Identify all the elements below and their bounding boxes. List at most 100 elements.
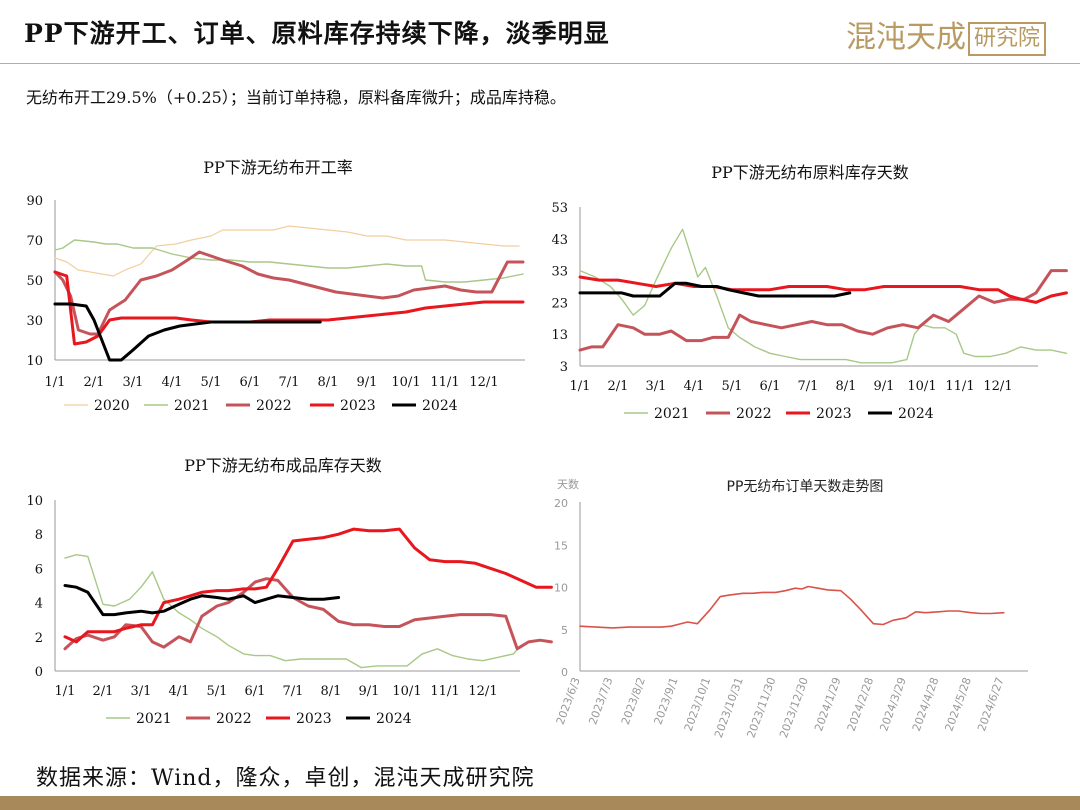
chart-title: PP下游无纺布成品库存天数 [184, 456, 382, 475]
y-tick-label-10: 10 [26, 354, 43, 369]
y-tick-label-20: 20 [554, 497, 568, 510]
x-tick-label-7-1: 7/1 [798, 379, 819, 394]
legend-label-2023: 2023 [340, 398, 376, 414]
legend-label-2021: 2021 [174, 398, 210, 414]
x-tick-label-6-1: 6/1 [760, 379, 781, 394]
y-tick-label-13: 13 [551, 328, 568, 343]
y-tick-label-23: 23 [551, 296, 568, 311]
x-tick-label-2024-1-29: 2024/1/29 [812, 676, 844, 733]
legend-label-2023: 2023 [816, 406, 852, 422]
y-tick-label-30: 30 [26, 314, 43, 329]
x-tick-label-3-1: 3/1 [131, 684, 152, 699]
y-tick-label-8: 8 [35, 528, 43, 543]
x-tick-label-2023-8-2: 2023/8/2 [619, 676, 648, 727]
series-line-2022 [578, 269, 1068, 352]
x-tick-label-12-1: 12/1 [983, 379, 1012, 394]
series-line-2023 [53, 270, 525, 346]
legend-label-2023: 2023 [296, 711, 332, 727]
x-tick-label-5-1: 5/1 [722, 379, 743, 394]
legend-label-2022: 2022 [736, 406, 772, 422]
x-tick-label-2024-5-28: 2024/5/28 [943, 676, 975, 733]
legend-label-2021: 2021 [654, 406, 690, 422]
x-tick-label-9-1: 9/1 [359, 684, 380, 699]
series-line-2024 [63, 584, 341, 617]
footer-bar [0, 796, 1080, 810]
x-tick-label-4-1: 4/1 [684, 379, 705, 394]
x-tick-label-2024-2-28: 2024/2/28 [845, 676, 877, 733]
y-tick-label-6: 6 [35, 562, 43, 577]
x-tick-label-10-1: 10/1 [907, 379, 936, 394]
legend-label-2024: 2024 [376, 711, 412, 727]
x-tick-label-2024-3-29: 2024/3/29 [877, 676, 909, 733]
x-tick-label-8-1: 8/1 [318, 375, 339, 390]
x-tick-label-2-1: 2/1 [93, 684, 114, 699]
x-tick-label-5-1: 5/1 [201, 375, 222, 390]
legend-label-2020: 2020 [94, 398, 130, 414]
y-tick-label-3: 3 [560, 360, 568, 375]
data-source: 数据来源：Wind，隆众，卓创，混沌天成研究院 [36, 766, 535, 791]
series-line-2022 [53, 250, 525, 336]
series-line-2021 [64, 553, 522, 669]
x-tick-label-4-1: 4/1 [162, 375, 183, 390]
x-tick-label-4-1: 4/1 [169, 684, 190, 699]
x-tick-label-10-1: 10/1 [391, 375, 420, 390]
x-tick-label-2023-7-3: 2023/7/3 [586, 676, 615, 727]
x-tick-label-12-1: 12/1 [469, 375, 498, 390]
legend-label-2024: 2024 [422, 398, 458, 414]
logo-box-text: 研究院 [968, 22, 1047, 56]
series-line-order [579, 585, 1005, 629]
series-line-2024 [53, 302, 322, 362]
x-tick-label-2023-10-1: 2023/10/1 [682, 676, 714, 733]
series-line-2022 [63, 577, 553, 651]
y-tick-label-90: 90 [26, 194, 43, 209]
x-tick-label-11-1: 11/1 [945, 379, 974, 394]
x-tick-label-6-1: 6/1 [240, 375, 261, 390]
y-tick-label-5: 5 [561, 624, 568, 637]
y-tick-label-15: 15 [554, 539, 568, 552]
series-line-2021 [54, 239, 524, 283]
series-line-2023 [578, 275, 1068, 304]
x-tick-label-6-1: 6/1 [245, 684, 266, 699]
x-tick-label-1-1: 1/1 [55, 684, 76, 699]
x-tick-label-3-1: 3/1 [123, 375, 144, 390]
x-tick-label-5-1: 5/1 [207, 684, 228, 699]
x-tick-label-3-1: 3/1 [646, 379, 667, 394]
series-line-2021 [579, 228, 1068, 364]
x-tick-label-10-1: 10/1 [392, 684, 421, 699]
x-tick-label-2023-10-31: 2023/10/31 [712, 676, 746, 740]
legend-label-2021: 2021 [136, 711, 172, 727]
header-divider [0, 63, 1080, 64]
series-line-2020 [54, 225, 520, 277]
chart-title: PP下游无纺布原料库存天数 [711, 163, 909, 182]
x-tick-label-2-1: 2/1 [608, 379, 629, 394]
x-tick-label-8-1: 8/1 [836, 379, 857, 394]
series-line-2023 [63, 527, 553, 644]
x-tick-label-2023-11-30: 2023/11/30 [745, 676, 779, 740]
page-title: PP下游开工、订单、原料库存持续下降，淡季明显 [24, 19, 610, 48]
chart-title: PP无纺布订单天数走势图 [727, 479, 884, 495]
x-tick-label-11-1: 11/1 [430, 684, 459, 699]
x-tick-label-2024-4-28: 2024/4/28 [910, 676, 942, 733]
x-tick-label-7-1: 7/1 [283, 684, 304, 699]
x-tick-label-11-1: 11/1 [430, 375, 459, 390]
brand-logo: 混沌天成 研究院 [846, 12, 1058, 56]
y-tick-label-10: 10 [26, 494, 43, 509]
y-tick-label-2: 2 [35, 631, 43, 646]
x-tick-label-7-1: 7/1 [279, 375, 300, 390]
chart-raw-material-inventory: PP下游无纺布原料库存天数 53 43 33 23 13 31/1 2/1 3/1 4/1 5/1 6… [551, 163, 1068, 422]
x-tick-label-2024-6-27: 2024/6/27 [975, 676, 1007, 733]
y-tick-label-33: 33 [551, 265, 568, 280]
y-tick-label-53: 53 [551, 201, 568, 216]
x-tick-label-2023-12-30: 2023/12/30 [777, 676, 811, 740]
logo-main-text: 混沌天成 [846, 20, 966, 55]
x-tick-label-2023-6-3: 2023/6/3 [554, 676, 583, 727]
y-tick-label-0: 0 [35, 665, 43, 680]
y-tick-label-10: 10 [554, 582, 568, 595]
x-tick-label-2023-9-1: 2023/9/1 [652, 676, 681, 727]
summary-text: 无纺布开工29.5%（+0.25）；当前订单持稳，原料备库微升；成品库持稳。 [26, 88, 566, 107]
y-tick-label-43: 43 [551, 233, 568, 248]
x-tick-label-8-1: 8/1 [321, 684, 342, 699]
x-tick-label-1-1: 1/1 [570, 379, 591, 394]
y-tick-label-70: 70 [26, 234, 43, 249]
